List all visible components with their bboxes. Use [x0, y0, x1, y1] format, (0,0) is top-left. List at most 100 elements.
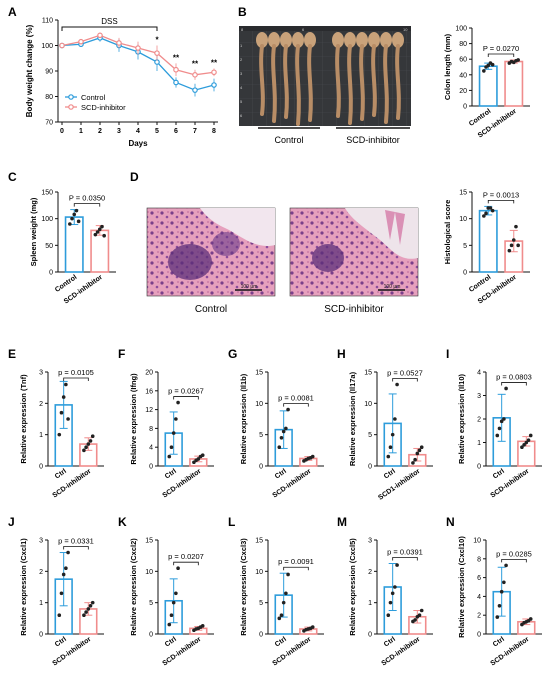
y-tick-label: 0 [368, 632, 372, 639]
data-point [419, 608, 424, 613]
data-point [497, 604, 502, 608]
data-point [135, 45, 141, 51]
y-tick-label: 5 [259, 600, 263, 607]
data-point [395, 563, 399, 567]
data-point [211, 82, 217, 88]
panel-letter-i: I [446, 347, 449, 361]
photo-ruler: 8 6 10 1 2 3 4 5 6 [239, 26, 411, 118]
photo-label-inhibitor: SCD-inhibitor [346, 135, 400, 145]
x-tick-label: SCD1-inhibitor [377, 468, 421, 502]
data-point [393, 585, 397, 589]
data-point [482, 69, 486, 73]
colon-specimen [371, 44, 377, 117]
histology-image-inhibitor: 100 μm [289, 207, 419, 297]
y-tick-label: 110 [42, 18, 53, 25]
data-point [524, 440, 529, 445]
data-point [102, 233, 106, 238]
colon-specimen [395, 44, 401, 120]
y-tick-label: 0 [49, 270, 53, 277]
p-value-label: p = 0.0105 [58, 368, 94, 377]
y-tick-label: 100 [41, 43, 53, 50]
y-axis-label: Relative expression (Cxcl1) [19, 538, 28, 636]
y-tick-label: 5 [149, 600, 153, 607]
y-axis-label: Relative expression (Cxcl10) [457, 536, 466, 638]
data-point [200, 624, 205, 628]
y-tick-label: 0 [149, 464, 153, 471]
data-point [64, 566, 68, 570]
data-point [286, 572, 290, 577]
y-axis-label: Histological score [443, 200, 452, 265]
bar [478, 65, 498, 107]
significance-bracket [392, 557, 418, 561]
data-point [277, 616, 282, 621]
colon-photo: 8 6 10 1 2 3 4 5 6 Control SCD-inhibitor [239, 26, 411, 145]
panel-letter-a: A [8, 5, 17, 19]
bar [504, 60, 524, 107]
data-point [57, 432, 62, 437]
data-point [511, 238, 516, 242]
data-point [196, 457, 201, 461]
y-tick-label: 5 [368, 432, 372, 439]
colon-specimen [259, 44, 265, 116]
p-value-label: p = 0.0207 [168, 552, 204, 561]
y-tick-label: 100 [41, 216, 53, 223]
data-point [86, 607, 91, 611]
data-point [388, 600, 393, 605]
y-axis-label: Relative expression (Tnf) [19, 374, 28, 464]
data-point [386, 454, 391, 459]
y-tick-label: 15 [145, 538, 153, 545]
data-point [59, 410, 64, 415]
panel-letter-l: L [228, 515, 235, 529]
data-point [526, 438, 531, 442]
p-value-label: P = 0.0270 [483, 44, 519, 53]
panel-letter-f: F [118, 347, 125, 361]
data-point [499, 589, 504, 594]
data-point [419, 445, 424, 450]
y-tick-label: 10 [255, 401, 263, 408]
data-point [211, 69, 217, 76]
y-axis-label: Relative expression (Ifng) [129, 373, 138, 465]
y-tick-label: 12 [145, 407, 153, 414]
cecum-shape [392, 32, 404, 48]
significance-bracket [487, 200, 515, 204]
data-point [390, 432, 395, 437]
y-tick-label: 50 [45, 243, 53, 250]
y-tick-label: 16 [145, 388, 153, 395]
data-point [64, 382, 68, 387]
data-point [509, 243, 514, 248]
p-value-label: p = 0.0391 [387, 548, 423, 557]
significance-bracket [283, 403, 309, 407]
data-point [82, 448, 86, 453]
y-axis-label: Spleen weight (mg) [29, 197, 38, 266]
significance-mark: ** [192, 60, 199, 69]
y-axis-label: Relative expression (Cxcl5) [348, 538, 357, 636]
significance-bracket [501, 558, 527, 563]
y-tick-label: 70 [45, 120, 53, 127]
data-point [482, 214, 486, 218]
cecum-shape [280, 32, 292, 48]
y-tick-label: 60 [459, 57, 467, 64]
x-tick-label: Ctrl [383, 468, 397, 481]
x-tick-label: 8 [212, 128, 216, 135]
p-value-label: p = 0.0091 [278, 557, 314, 566]
y-tick-label: 100 [455, 26, 467, 33]
scale-bar-label: 100 μm [384, 284, 401, 290]
ruler-mark: 8 [241, 27, 244, 32]
panel-letter-c: C [8, 170, 17, 184]
p-value-label: p = 0.0803 [496, 372, 532, 381]
cecum-shape [256, 32, 268, 48]
cecum-shape [304, 32, 316, 48]
data-point [61, 395, 66, 399]
significance-mark: * [155, 36, 159, 45]
y-tick-label: 1 [39, 432, 43, 439]
data-point [66, 550, 70, 555]
data-point [68, 222, 72, 226]
data-point [413, 457, 417, 462]
y-tick-label: 0 [368, 464, 372, 471]
x-tick-label: Ctrl [54, 468, 68, 481]
panel-letter-d: D [130, 170, 139, 184]
y-tick-label: 80 [45, 94, 53, 101]
